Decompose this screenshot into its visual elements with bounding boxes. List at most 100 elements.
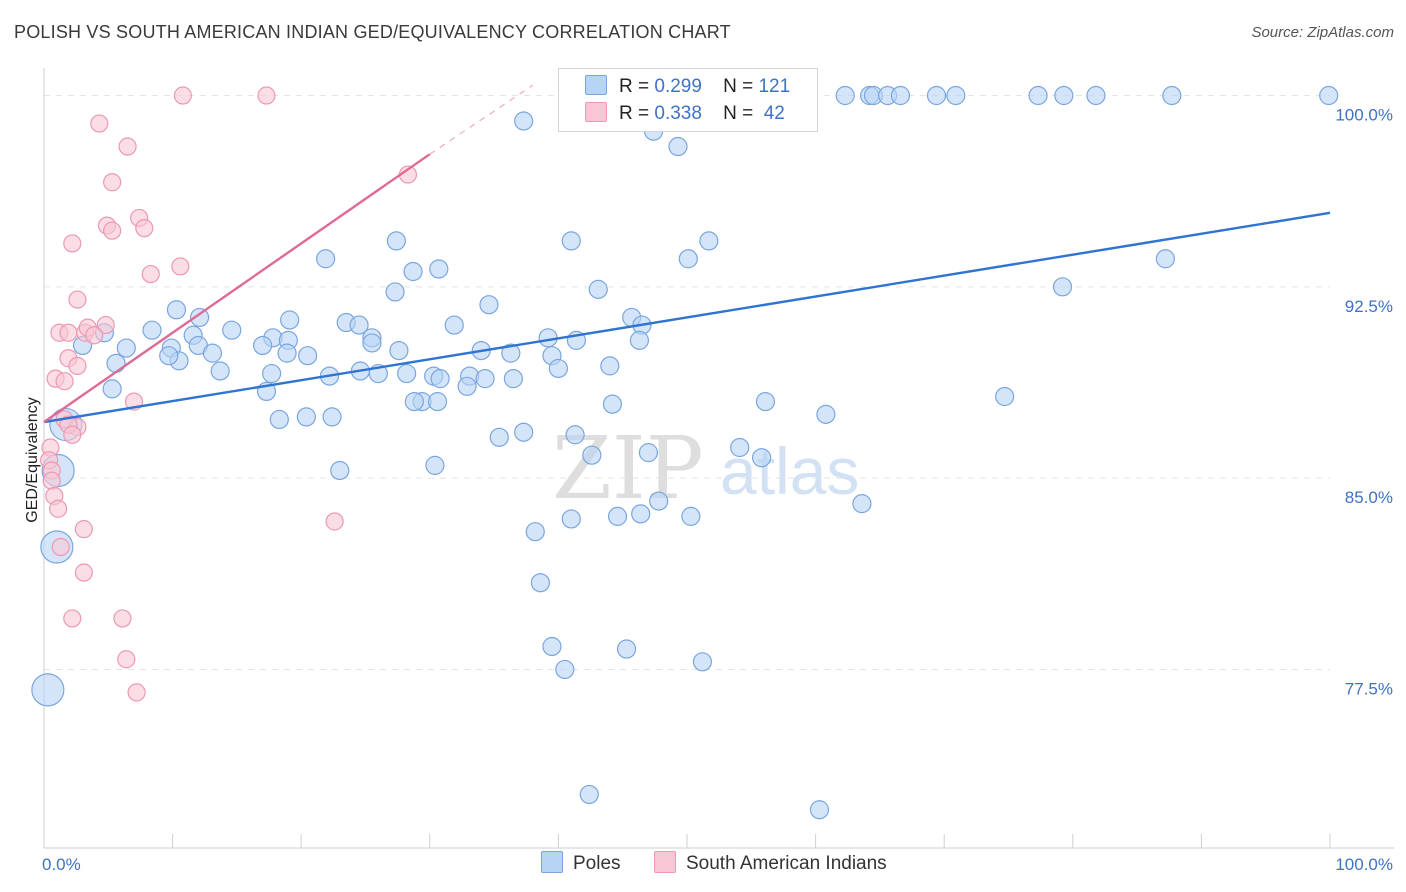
poles-point-68 bbox=[262, 363, 282, 384]
sai-point-28 bbox=[63, 425, 82, 444]
poles-point-53 bbox=[202, 343, 223, 363]
sai-legend-swatch bbox=[654, 851, 676, 873]
chart-title: POLISH VS SOUTH AMERICAN INDIAN GED/EQUI… bbox=[14, 22, 731, 42]
sai-point-23 bbox=[55, 372, 74, 391]
poles-point-72 bbox=[397, 363, 417, 384]
poles-n-label: N = bbox=[723, 76, 754, 97]
poles-point-107 bbox=[681, 506, 701, 526]
y-tick-label-1: 92.5% bbox=[1345, 297, 1393, 316]
poles-point-26 bbox=[429, 259, 449, 279]
poles-point-9 bbox=[926, 85, 947, 106]
legend-row-poles: R = 0.299 N = 121 bbox=[585, 75, 790, 101]
poles-point-42 bbox=[222, 320, 242, 340]
sai-point-32 bbox=[42, 471, 61, 490]
poles-point-8 bbox=[890, 85, 911, 106]
poles-point-95 bbox=[489, 427, 509, 447]
sai-point-40 bbox=[113, 609, 132, 628]
poles-point-94 bbox=[330, 460, 350, 481]
poles-point-15 bbox=[1319, 85, 1339, 106]
sai-point-42 bbox=[117, 650, 136, 669]
poles-n-value: 121 bbox=[758, 76, 791, 97]
y-tick-label-2: 85.0% bbox=[1345, 488, 1393, 507]
poles-point-20 bbox=[561, 231, 581, 251]
poles-point-13 bbox=[1086, 85, 1106, 106]
poles-point-21 bbox=[699, 231, 719, 251]
poles-point-86 bbox=[995, 386, 1015, 407]
sai-point-41 bbox=[127, 683, 146, 702]
poles-trend-line bbox=[43, 211, 1331, 424]
sai-point-0 bbox=[173, 86, 192, 105]
poles-point-65 bbox=[159, 346, 179, 366]
poles-point-4 bbox=[835, 85, 855, 106]
grid-lines bbox=[44, 95, 1330, 670]
sai-point-8 bbox=[103, 221, 122, 240]
poles-point-58 bbox=[389, 340, 409, 361]
poles-point-99 bbox=[582, 445, 602, 465]
poles-point-88 bbox=[269, 409, 289, 430]
poles-point-115 bbox=[31, 673, 65, 707]
poles-point-66 bbox=[106, 353, 126, 373]
poles-point-84 bbox=[602, 394, 623, 414]
bottom-legend-poles: Poles bbox=[541, 851, 621, 875]
sai-point-10 bbox=[63, 234, 82, 253]
poles-point-29 bbox=[1052, 277, 1073, 297]
sai-point-3 bbox=[118, 137, 137, 156]
sai-point-18 bbox=[96, 315, 115, 335]
poles-point-22 bbox=[316, 249, 336, 269]
source-label: Source: ZipAtlas.com bbox=[1251, 24, 1394, 41]
poles-point-16 bbox=[514, 111, 534, 131]
sai-r-label: R = bbox=[619, 103, 650, 124]
poles-point-91 bbox=[816, 404, 836, 424]
sai-n-label: N = bbox=[723, 103, 754, 124]
poles-point-89 bbox=[296, 407, 316, 427]
poles-point-12 bbox=[1054, 85, 1074, 106]
sai-point-12 bbox=[141, 264, 160, 284]
trend-lines bbox=[43, 84, 1331, 424]
poles-point-28 bbox=[588, 279, 608, 299]
sai-point-39 bbox=[63, 609, 82, 628]
poles-point-24 bbox=[1155, 249, 1175, 269]
poles-point-31 bbox=[166, 300, 187, 320]
poles-point-11 bbox=[1028, 85, 1048, 106]
series-south-american-indians bbox=[40, 86, 418, 702]
sai-point-9 bbox=[135, 219, 154, 238]
poles-point-56 bbox=[298, 346, 318, 366]
poles-point-114 bbox=[555, 659, 575, 680]
poles-point-17 bbox=[668, 136, 688, 157]
poles-point-50 bbox=[116, 338, 136, 358]
sai-point-19 bbox=[85, 326, 104, 345]
sai-swatch bbox=[585, 102, 607, 122]
poles-legend-label: Poles bbox=[573, 853, 621, 874]
poles-point-96 bbox=[565, 425, 585, 445]
watermark: ZIP atlas bbox=[552, 419, 859, 519]
poles-point-106 bbox=[607, 506, 628, 526]
poles-point-110 bbox=[530, 573, 550, 593]
poles-point-19 bbox=[386, 231, 406, 251]
poles-point-97 bbox=[730, 437, 750, 458]
poles-point-54 bbox=[253, 335, 273, 356]
poles-point-62 bbox=[600, 356, 620, 376]
poles-point-76 bbox=[475, 369, 495, 389]
poles-point-105 bbox=[561, 509, 581, 529]
sai-point-35 bbox=[325, 512, 344, 531]
poles-point-98 bbox=[638, 443, 659, 463]
x-tick-label-1: 100.0% bbox=[1335, 855, 1393, 874]
poles-point-60 bbox=[501, 343, 521, 363]
poles-point-82 bbox=[427, 392, 448, 412]
poles-point-112 bbox=[616, 639, 637, 659]
poles-point-116 bbox=[579, 784, 599, 805]
y-axis-label: GED/Equivalency bbox=[24, 397, 41, 522]
poles-point-67 bbox=[210, 361, 230, 381]
poles-point-78 bbox=[503, 369, 523, 389]
poles-point-57 bbox=[362, 333, 382, 353]
poles-point-25 bbox=[403, 261, 423, 282]
poles-point-111 bbox=[542, 636, 562, 657]
sai-point-1 bbox=[257, 86, 276, 105]
poles-point-35 bbox=[349, 315, 369, 335]
sai-point-11 bbox=[171, 257, 190, 276]
sai-point-38 bbox=[74, 563, 93, 582]
sai-r-value: 0.338 bbox=[654, 103, 702, 124]
sai-trend-extension bbox=[429, 84, 534, 155]
poles-point-108 bbox=[525, 522, 545, 542]
